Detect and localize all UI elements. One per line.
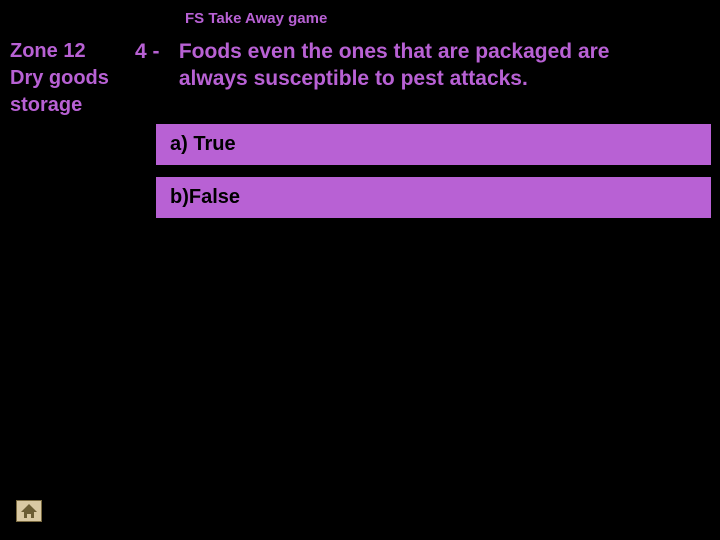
zone-line2: Dry goods storage <box>10 67 109 116</box>
home-icon <box>20 504 38 518</box>
home-button[interactable] <box>16 500 42 522</box>
zone-label: Zone 12 Dry goods storage <box>10 38 128 119</box>
question-text: Foods even the ones that are packaged ar… <box>179 38 679 93</box>
answer-option-b[interactable]: b)False <box>156 177 711 218</box>
answers-list: a) True b)False <box>156 124 711 230</box>
game-title: FS Take Away game <box>185 10 327 27</box>
zone-line1: Zone 12 <box>10 40 86 62</box>
answer-option-a[interactable]: a) True <box>156 124 711 165</box>
question-block: 4 - Foods even the ones that are package… <box>135 38 695 93</box>
question-number: 4 - <box>135 38 173 65</box>
